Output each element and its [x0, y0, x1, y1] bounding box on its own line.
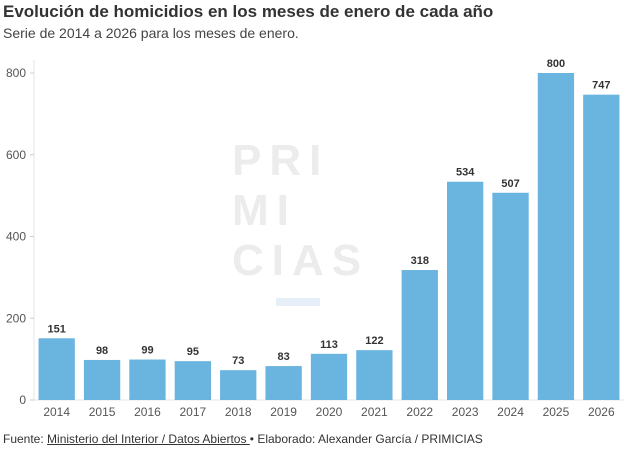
x-tick-label-2015: 2015 — [89, 405, 116, 419]
x-tick-label-2021: 2021 — [361, 405, 388, 419]
svg-text:MI: MI — [232, 186, 297, 235]
bar-2024 — [492, 192, 529, 400]
bar-2017 — [174, 361, 211, 400]
bar-2025 — [537, 73, 575, 400]
bar-2015 — [83, 359, 121, 400]
y-tick-label: 0 — [19, 393, 26, 407]
x-tick-label-2022: 2022 — [406, 405, 433, 419]
x-tick-label-2019: 2019 — [270, 405, 297, 419]
chart-subtitle: Serie de 2014 a 2026 para los meses de e… — [3, 25, 299, 41]
bar-2019 — [265, 366, 302, 400]
x-tick-label-2023: 2023 — [452, 405, 479, 419]
data-label-2026: 747 — [592, 80, 610, 92]
svg-text:CIAS: CIAS — [232, 236, 369, 285]
y-tick-label: 600 — [6, 148, 26, 162]
x-tick-label-2014: 2014 — [43, 405, 70, 419]
svg-text:PRI: PRI — [232, 136, 329, 185]
bar-2018 — [220, 370, 257, 400]
source-prefix: Fuente: — [3, 432, 48, 446]
bar-2020 — [310, 353, 348, 400]
data-label-2014: 151 — [48, 323, 66, 335]
y-tick-label: 400 — [6, 230, 26, 244]
x-tick-label-2018: 2018 — [225, 405, 252, 419]
x-tick-label-2016: 2016 — [134, 405, 161, 419]
credit: • Elaborado: Alexander García / PRIMICIA… — [249, 432, 483, 446]
data-label-2016: 99 — [141, 345, 153, 357]
data-label-2023: 534 — [456, 167, 475, 179]
data-label-2017: 95 — [187, 346, 199, 358]
bar-2026 — [583, 94, 620, 400]
bar-2022 — [401, 270, 438, 400]
bar-2021 — [356, 350, 393, 400]
y-tick-label: 800 — [6, 66, 26, 80]
x-tick-label-2026: 2026 — [588, 405, 615, 419]
data-label-2015: 98 — [96, 345, 108, 357]
bar-2014 — [38, 338, 75, 400]
data-label-2019: 83 — [277, 351, 289, 363]
footer: Fuente: Ministerio del Interior / Datos … — [3, 432, 483, 446]
source-link[interactable]: Ministerio del Interior / Datos Abiertos — [47, 432, 250, 446]
data-label-2022: 318 — [411, 255, 429, 267]
x-tick-label-2025: 2025 — [543, 405, 570, 419]
x-tick-label-2020: 2020 — [316, 405, 343, 419]
x-tick-label-2017: 2017 — [179, 405, 206, 419]
data-label-2025: 800 — [547, 58, 565, 70]
data-label-2020: 113 — [320, 339, 338, 351]
watermark: PRI MI CIAS — [232, 136, 369, 306]
bar-chart: PRI MI CIAS 0 200 400 600 800 2014 2015 2016 201… — [6, 58, 624, 419]
y-tick-label: 200 — [6, 311, 26, 325]
data-label-2024: 507 — [501, 178, 519, 190]
chart-title: Evolución de homicidios en los meses de … — [3, 2, 494, 21]
bar-2016 — [129, 359, 166, 400]
data-label-2021: 122 — [365, 335, 383, 347]
x-tick-label-2024: 2024 — [497, 405, 524, 419]
bar-2023 — [447, 181, 484, 400]
data-label-2018: 73 — [232, 355, 244, 367]
